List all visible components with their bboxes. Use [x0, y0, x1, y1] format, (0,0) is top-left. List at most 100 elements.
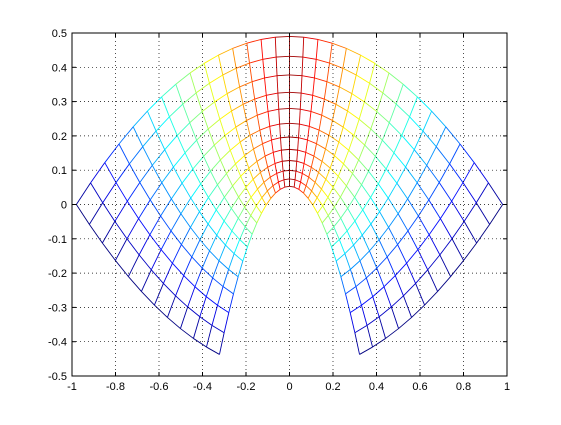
mesh-line — [309, 125, 320, 131]
mesh-line — [401, 116, 410, 136]
mesh-line — [226, 93, 232, 112]
mesh-line — [289, 136, 299, 139]
mesh-line — [327, 206, 335, 216]
mesh-line — [303, 163, 312, 168]
mesh-line — [346, 230, 354, 246]
mesh-line — [283, 179, 286, 188]
mesh-line — [289, 91, 302, 94]
mesh-line — [329, 43, 333, 64]
mesh-line — [163, 283, 176, 297]
mesh-line — [239, 134, 251, 143]
mesh-line — [396, 166, 406, 184]
mesh-line — [354, 196, 364, 211]
mesh-line — [440, 200, 453, 219]
mesh-line — [307, 198, 314, 206]
mesh-line — [437, 276, 451, 292]
mesh-line — [377, 183, 389, 199]
mesh-line — [242, 104, 247, 121]
mesh-line — [426, 165, 440, 183]
mesh-line — [181, 182, 192, 199]
mesh-line — [438, 182, 453, 202]
mesh-line — [301, 75, 315, 79]
mesh-line — [302, 172, 309, 178]
mesh-line — [195, 92, 203, 112]
mesh-line — [388, 213, 399, 228]
mesh-line — [338, 127, 344, 143]
mesh-line — [332, 120, 344, 128]
mesh-line — [256, 115, 261, 131]
mesh-line — [310, 95, 314, 112]
mesh-line — [263, 182, 268, 192]
mesh-line — [342, 126, 355, 136]
mesh-line — [348, 135, 355, 151]
mesh-line — [161, 96, 170, 117]
mesh-line — [264, 151, 274, 157]
mesh-line — [298, 137, 308, 141]
mesh-line — [249, 135, 254, 150]
mesh-line — [101, 221, 116, 244]
mesh-line — [173, 152, 186, 168]
mesh-line — [226, 163, 236, 174]
mesh-line — [321, 178, 327, 190]
mesh-line — [263, 176, 271, 183]
mesh-line — [318, 161, 323, 173]
mesh-line — [150, 269, 164, 284]
mesh-line — [209, 74, 224, 84]
mesh-line — [325, 135, 330, 150]
mesh-line — [175, 72, 191, 85]
mesh-line — [354, 220, 363, 236]
mesh-line — [397, 244, 407, 264]
mesh-line — [370, 183, 379, 198]
mesh-line — [321, 215, 329, 224]
mesh-line — [289, 55, 303, 58]
mesh-line — [407, 182, 418, 200]
mesh-line — [307, 139, 317, 145]
mesh-line — [126, 238, 140, 256]
mesh-line — [226, 173, 233, 187]
mesh-line — [256, 213, 262, 224]
mesh-line — [266, 190, 272, 199]
mesh-line — [349, 312, 356, 333]
mesh-line — [128, 276, 142, 292]
mesh-line — [222, 286, 234, 295]
mesh-line — [237, 206, 246, 219]
mesh-line — [160, 249, 173, 264]
mesh-line — [318, 172, 327, 180]
mesh-line — [223, 312, 230, 333]
mesh-line — [349, 269, 357, 287]
mesh-line — [267, 167, 271, 178]
mesh-line — [278, 109, 281, 125]
mesh-line — [397, 230, 409, 245]
mesh-line — [160, 215, 172, 232]
mesh-line — [303, 192, 309, 199]
x-tick-label: 0.4 — [369, 381, 384, 393]
mesh-line — [428, 199, 441, 219]
mesh-line — [261, 190, 268, 198]
y-tick-label: 0.5 — [52, 28, 67, 40]
mesh-line — [239, 81, 253, 88]
mesh-line — [282, 160, 290, 162]
mesh-line — [302, 37, 305, 58]
mesh-line — [325, 178, 334, 188]
mesh-line — [451, 182, 464, 202]
mesh-line — [189, 62, 205, 74]
mesh-line — [261, 204, 267, 214]
mesh-line — [126, 182, 141, 202]
mesh-line — [378, 316, 386, 339]
mesh-line — [377, 168, 387, 185]
mesh-line — [394, 275, 404, 296]
mesh-line — [322, 205, 329, 216]
mesh-line — [369, 250, 378, 269]
mesh-line — [205, 277, 214, 297]
mesh-line — [368, 170, 379, 185]
mesh-line — [308, 167, 312, 178]
mesh-line — [201, 250, 210, 269]
mesh-line — [129, 146, 144, 165]
mesh-line — [406, 263, 416, 284]
mesh-line — [358, 144, 366, 161]
mesh-line — [372, 286, 385, 297]
mesh-line — [238, 187, 247, 198]
mesh-line — [344, 244, 354, 255]
mesh-line — [358, 159, 369, 172]
